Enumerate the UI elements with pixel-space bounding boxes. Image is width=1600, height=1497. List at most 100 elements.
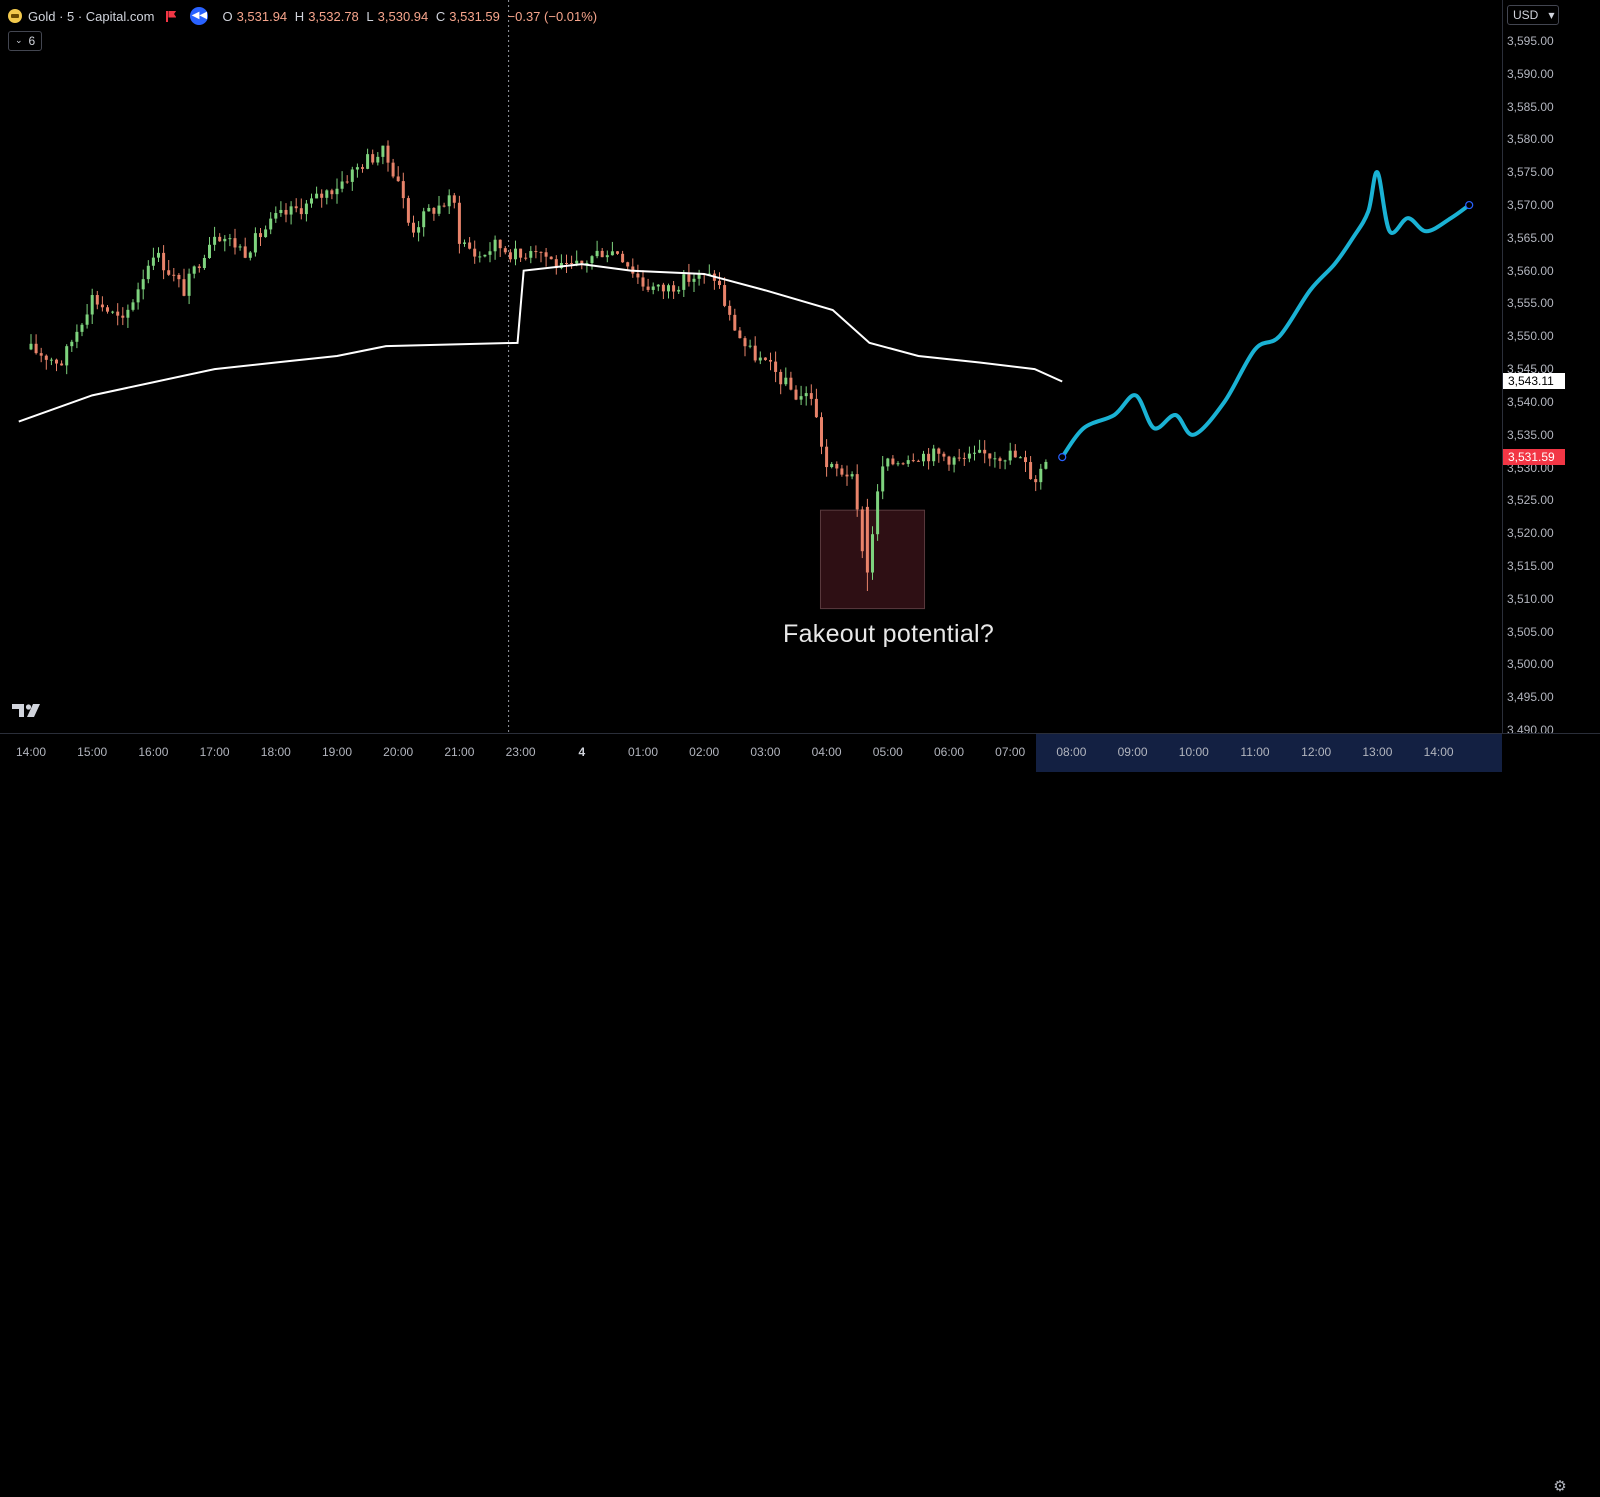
candle-body bbox=[157, 252, 160, 258]
price-tick-label: 3,495.00 bbox=[1507, 690, 1554, 705]
candle-body bbox=[906, 460, 910, 464]
time-tick-label: 14:00 bbox=[1423, 745, 1454, 759]
candle-body bbox=[651, 286, 655, 290]
candle-body bbox=[616, 251, 619, 254]
candle-body bbox=[116, 311, 120, 316]
candle-body bbox=[554, 259, 558, 269]
candle-body bbox=[830, 463, 834, 468]
candle-body bbox=[743, 338, 747, 347]
candle-body bbox=[228, 238, 232, 240]
candle-body bbox=[891, 458, 895, 465]
candle-body bbox=[947, 456, 951, 465]
candle-body bbox=[371, 154, 375, 163]
time-tick-label: 03:00 bbox=[750, 745, 781, 759]
time-tick-label: 20:00 bbox=[383, 745, 414, 759]
candle-body bbox=[779, 371, 783, 385]
candle-body bbox=[738, 330, 742, 339]
gold-coin-icon bbox=[8, 9, 22, 23]
time-tick-label: 17:00 bbox=[199, 745, 230, 759]
candle-body bbox=[264, 229, 268, 238]
candle-body bbox=[422, 211, 426, 228]
candle-body bbox=[39, 353, 43, 356]
rewind-icon[interactable]: ◀◀ bbox=[190, 7, 209, 25]
candle-body bbox=[820, 417, 823, 447]
candle-body bbox=[80, 324, 84, 332]
candle-body bbox=[718, 280, 721, 286]
currency-selector[interactable]: USD ▼ bbox=[1507, 5, 1559, 25]
candle-body bbox=[733, 314, 737, 331]
candle-body bbox=[575, 260, 579, 264]
last-price-tag: 3,531.59 bbox=[1503, 449, 1565, 466]
candle-body bbox=[804, 393, 808, 397]
price-tick-label: 3,540.00 bbox=[1507, 394, 1554, 409]
candle-body bbox=[457, 202, 461, 244]
currency-label: USD bbox=[1513, 8, 1539, 22]
indicators-toggle-button[interactable]: ⌄ 6 bbox=[8, 31, 43, 51]
candle-body bbox=[973, 452, 976, 454]
time-tick-label: 08:00 bbox=[1056, 745, 1087, 759]
candle-body bbox=[692, 278, 696, 282]
time-scale[interactable]: 14:00 15:00 16:00 17:00 18:00 19:00 20:00 21:00… bbox=[0, 733, 1600, 1495]
tradingview-logo-icon[interactable] bbox=[12, 702, 42, 718]
candle-body bbox=[881, 466, 885, 492]
time-tick-label: 06:00 bbox=[933, 745, 965, 759]
candle-body bbox=[626, 262, 630, 267]
candle-body bbox=[366, 154, 370, 169]
price-scale[interactable]: USD ▼ 3,595.00 3,590.00 3,585.00 3,580.00 3,… bbox=[1502, 0, 1600, 737]
price-tick-label: 3,580.00 bbox=[1507, 132, 1554, 147]
candle-body bbox=[1034, 479, 1038, 483]
time-tick-label: 12:00 bbox=[1301, 745, 1332, 759]
close-key: C bbox=[435, 8, 446, 24]
candle-body bbox=[590, 256, 594, 264]
candle-body bbox=[860, 509, 864, 552]
candle-body bbox=[223, 238, 227, 242]
vwap-price-tag: 3,543.11 bbox=[1503, 373, 1565, 390]
candle-body bbox=[825, 446, 829, 468]
candle-body bbox=[202, 257, 206, 269]
candle-body bbox=[728, 305, 732, 315]
red-flag-icon[interactable] bbox=[166, 10, 176, 22]
candle-body bbox=[840, 468, 844, 475]
candle-body bbox=[350, 169, 354, 182]
candle-body bbox=[835, 463, 839, 469]
candle-body bbox=[845, 474, 849, 477]
gear-icon[interactable]: ⚙ bbox=[1553, 1477, 1567, 1495]
candle-body bbox=[136, 289, 140, 303]
candle-body bbox=[1039, 468, 1043, 483]
price-tick-label: 3,545.00 bbox=[1507, 362, 1554, 377]
indicators-count: 6 bbox=[28, 34, 36, 48]
candle-body bbox=[146, 265, 150, 280]
price-tick-label: 3,570.00 bbox=[1507, 198, 1554, 213]
time-tick-label: 04:00 bbox=[811, 745, 842, 759]
chart-pane[interactable]: Gold · 5 · Capital.com ◀◀ O 3,531.94 H 3,5… bbox=[0, 0, 1501, 733]
chevron-down-icon: ⌄ bbox=[15, 36, 23, 46]
candle-body bbox=[289, 206, 293, 215]
candle-body bbox=[774, 361, 778, 372]
price-tick-label: 3,585.00 bbox=[1507, 99, 1554, 114]
candle-body bbox=[167, 270, 171, 275]
caret-down-icon: ▼ bbox=[1548, 10, 1555, 20]
candle-body bbox=[570, 263, 574, 265]
candle-body bbox=[192, 266, 196, 274]
ohlc-values: O 3,531.94 H 3,532.78 L 3,530.94 C 3,531.59 … bbox=[222, 9, 601, 24]
candle-body bbox=[95, 295, 99, 305]
candle-body bbox=[677, 289, 681, 292]
candle-body bbox=[707, 273, 711, 275]
symbol-title[interactable]: Gold · 5 · Capital.com bbox=[28, 8, 155, 24]
candle-body bbox=[218, 236, 222, 242]
annotation-text[interactable]: Fakeout potential? bbox=[783, 620, 995, 648]
candle-body bbox=[259, 233, 262, 238]
candle-body bbox=[1008, 450, 1012, 461]
chart-canvas[interactable] bbox=[0, 0, 1501, 733]
candle-body bbox=[340, 181, 344, 189]
candle-body bbox=[131, 302, 135, 310]
candle-body bbox=[44, 355, 48, 360]
candle-body bbox=[187, 273, 191, 296]
time-tick-label: 23:00 bbox=[505, 745, 536, 759]
candle-body bbox=[386, 145, 390, 163]
candle-body bbox=[406, 198, 410, 223]
candle-body bbox=[932, 448, 936, 462]
candle-body bbox=[763, 357, 767, 360]
candle-body bbox=[687, 274, 691, 282]
time-tick-label: 18:00 bbox=[260, 745, 291, 759]
